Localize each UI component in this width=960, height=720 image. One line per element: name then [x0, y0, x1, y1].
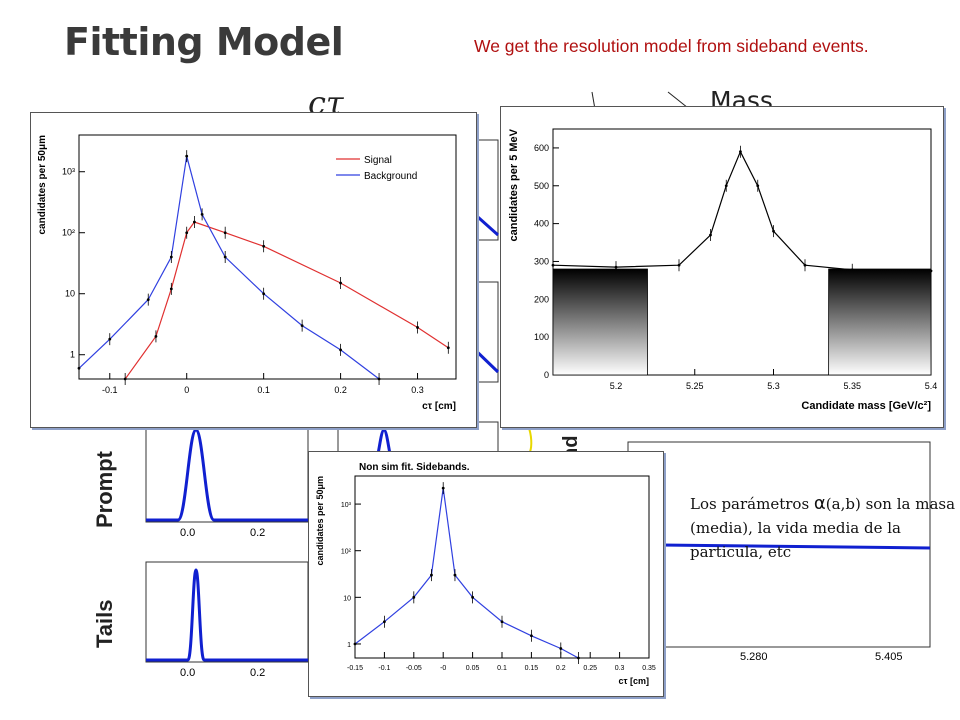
x-tick-label: 0.1	[497, 665, 507, 672]
x-tick-label: -0.1	[102, 385, 118, 395]
resolution-annotation: We get the resolution model from sideban…	[474, 36, 869, 56]
mass-plot-frame: 5.2 5.25 5.3 5.35 5.4 0 100 200 300 400 500 600 Cand…	[500, 106, 944, 428]
right-bg-blue	[659, 543, 931, 550]
x-tick-label: 0.25	[583, 665, 597, 672]
x-tick-label: 0.05	[466, 665, 480, 672]
y-tick-label: 10³	[62, 167, 75, 177]
x-tick-label: 0.2	[334, 385, 347, 395]
sideband-right-box	[828, 268, 932, 376]
y-tick-label: 1	[347, 642, 351, 649]
sideband-left-box	[552, 268, 648, 376]
y-tick-label: 200	[534, 294, 549, 304]
y-tick-label: 100	[534, 332, 549, 342]
y-tick-label: 10³	[341, 502, 352, 509]
series-line-background	[78, 156, 380, 380]
parameters-text-pre: Los parámetros	[690, 495, 814, 513]
prompt-panel	[145, 421, 309, 523]
y-tick-label: 0	[544, 370, 549, 380]
sideband-chart: -0.15 -0.1 -0.05 -0 0.05 0.1 0.15 0.2 0.25 0.3 0.3…	[315, 462, 656, 686]
mass-chart: 5.2 5.25 5.3 5.35 5.4 0 100 200 300 400 500 600 Cand…	[508, 128, 938, 412]
x-tick-label: -0	[440, 665, 446, 672]
series-line-0	[354, 488, 579, 659]
series-line-0	[552, 150, 932, 272]
plot-area	[354, 475, 650, 659]
right-tick-1: 5.405	[875, 651, 903, 663]
ctau-plot-frame: -0.1 0 0.1 0.2 0.3 1 10 10² 10³ cτ [cm] candidates…	[30, 112, 477, 428]
parameters-annotation: Los parámetros α(a,b) son la masa (media…	[690, 492, 960, 564]
x-tick-label: 0.2	[556, 665, 566, 672]
legend-label-background: Background	[364, 171, 417, 182]
y-tick-label: 10	[65, 289, 75, 299]
y-tick-label: 10²	[341, 549, 352, 556]
x-tick-label: 5.4	[925, 381, 938, 391]
tails-tick-1: 0.2	[250, 667, 266, 679]
parameters-text-post: (a,b) son la masa (media), la vida media…	[690, 495, 956, 561]
yellow-arc	[527, 424, 533, 453]
x-tick-label: 5.2	[610, 381, 623, 391]
x-tick-label: 5.25	[686, 381, 704, 391]
prompt-tick-1: 0.2	[250, 527, 266, 539]
x-tick-label: 0	[184, 385, 189, 395]
y-tick-label: 600	[534, 143, 549, 153]
x-tick-label: -0.1	[378, 665, 390, 672]
y-axis-label: candidates per 50μm	[37, 135, 48, 235]
x-tick-label: -0.05	[406, 665, 422, 672]
sideband-plot-frame: -0.15 -0.1 -0.05 -0 0.05 0.1 0.15 0.2 0.25 0.3 0.3…	[308, 451, 664, 697]
x-tick-label: 0.3	[615, 665, 625, 672]
x-tick-label: -0.15	[347, 665, 363, 672]
prompt-tick-0: 0.0	[180, 527, 196, 539]
y-tick-label: 10	[343, 595, 351, 602]
slide-title: Fitting Model	[64, 20, 344, 64]
right-tick-0: 5.280	[740, 651, 768, 663]
y-tick-label: 1	[70, 350, 75, 360]
tails-panel	[145, 561, 309, 663]
y-tick-label: 500	[534, 181, 549, 191]
tails-tick-0: 0.0	[180, 667, 196, 679]
x-tick-label: 0.3	[411, 385, 424, 395]
x-tick-label: 0.35	[642, 665, 656, 672]
y-axis-label: candidates per 5 MeV	[508, 128, 520, 241]
x-axis-label: cτ [cm]	[422, 401, 456, 412]
plot-area	[78, 134, 457, 380]
alpha-symbol: α	[813, 493, 826, 514]
x-tick-label: 0.15	[525, 665, 539, 672]
x-axis-label: Candidate mass [GeV/c²]	[801, 400, 931, 412]
y-tick-label: 400	[534, 219, 549, 229]
y-tick-label: 300	[534, 256, 549, 266]
tails-label: Tails	[92, 599, 117, 648]
x-axis-label: cτ [cm]	[618, 676, 649, 686]
prompt-gaussian	[146, 428, 308, 522]
prompt-label: Prompt	[92, 451, 117, 528]
ctau-chart: -0.1 0 0.1 0.2 0.3 1 10 10² 10³ cτ [cm] candidates…	[37, 134, 457, 412]
y-axis-label: candidates per 50μm	[315, 476, 325, 566]
x-tick-label: 0.1	[257, 385, 270, 395]
chart-title: Non sim fit. Sidebands.	[359, 462, 470, 473]
series-line-signal	[124, 221, 449, 380]
x-tick-label: 5.3	[767, 381, 780, 391]
y-tick-label: 10²	[62, 228, 75, 238]
plot-area	[552, 128, 932, 376]
x-tick-label: 5.35	[843, 381, 861, 391]
tails-peak	[146, 568, 308, 662]
legend-label-signal: Signal	[364, 155, 392, 166]
